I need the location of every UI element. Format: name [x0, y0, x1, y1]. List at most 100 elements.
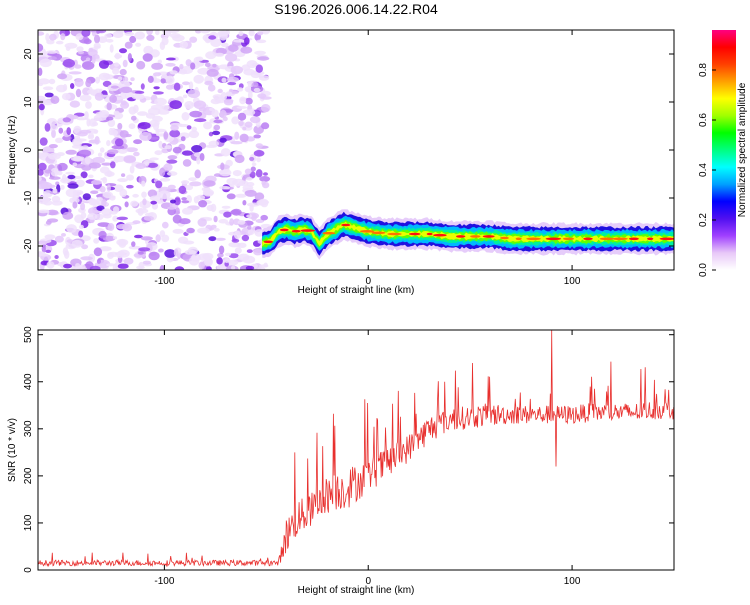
noise-blob	[76, 131, 88, 137]
noise-blob	[60, 184, 65, 190]
noise-blob	[114, 52, 121, 60]
noise-blob	[95, 76, 100, 84]
noise-blob	[228, 259, 239, 266]
noise-blob	[50, 167, 59, 177]
noise-blob	[231, 238, 240, 243]
noise-blob	[184, 101, 194, 109]
noise-blob	[182, 207, 193, 215]
noise-blob	[158, 190, 171, 200]
noise-blob	[140, 236, 153, 241]
noise-blob	[133, 139, 143, 145]
x-tick-label: -100	[154, 576, 174, 587]
noise-blob	[123, 155, 136, 163]
noise-blob	[148, 251, 160, 261]
noise-blob	[189, 110, 203, 118]
noise-blob	[198, 253, 211, 261]
signal-peak	[500, 236, 509, 240]
noise-blob	[218, 31, 228, 41]
noise-blob	[143, 215, 154, 221]
noise-blob	[195, 30, 202, 34]
noise-blob	[238, 31, 244, 37]
noise-blob	[101, 162, 113, 166]
noise-blob	[93, 238, 100, 244]
noise-blob	[188, 177, 197, 182]
noise-blob	[225, 91, 233, 97]
noise-blob	[170, 199, 176, 204]
signal-peak	[300, 229, 315, 232]
noise-blob	[38, 67, 43, 76]
noise-blob	[237, 253, 250, 261]
spectrogram-xlabel: Height of straight line (km)	[298, 285, 415, 296]
noise-blob	[123, 257, 134, 265]
noise-blob	[132, 220, 141, 225]
noise-blob	[138, 247, 151, 252]
noise-blob	[79, 94, 92, 102]
noise-blob	[230, 65, 243, 75]
noise-blob	[97, 222, 111, 228]
noise-blob	[133, 151, 140, 157]
noise-blob	[198, 107, 207, 112]
noise-blob	[242, 126, 247, 131]
noise-blob	[48, 176, 61, 180]
noise-blob	[107, 223, 115, 231]
noise-blob	[114, 62, 120, 67]
noise-blob	[91, 54, 96, 64]
colorbar-label: Normalized spectral amplitude	[737, 82, 748, 217]
noise-blob	[231, 116, 240, 125]
noise-blob	[182, 94, 188, 99]
noise-blob	[106, 102, 112, 111]
noise-blob	[174, 197, 181, 206]
signal-band	[262, 221, 674, 247]
noise-blob	[174, 266, 185, 270]
snr-panel: -100 0 100 0 100 200 300 400 500 Height of strai…	[7, 326, 675, 596]
noise-blob	[249, 116, 261, 124]
noise-blob	[212, 130, 221, 136]
noise-blob	[155, 30, 160, 36]
noise-blob	[65, 149, 77, 155]
noise-blob	[246, 249, 253, 254]
y-tick-label: 0	[23, 147, 34, 153]
signal-peak	[612, 237, 628, 241]
noise-blob	[63, 263, 72, 269]
noise-blob	[141, 191, 147, 198]
noise-blob	[111, 145, 125, 150]
noise-blob	[161, 105, 170, 111]
noise-blob	[215, 52, 225, 57]
noise-blob	[45, 33, 50, 42]
noise-blob	[119, 48, 127, 54]
x-tick-label: 0	[365, 576, 371, 587]
noise-blob	[237, 242, 247, 248]
signal-peak	[599, 237, 615, 241]
noise-blob	[119, 68, 127, 76]
noise-blob	[133, 104, 139, 114]
noise-blob	[78, 224, 84, 230]
noise-blob	[81, 30, 91, 37]
noise-blob	[253, 249, 263, 256]
noise-blob	[107, 119, 116, 127]
noise-blob	[218, 245, 225, 255]
noise-blob	[157, 109, 170, 115]
noise-blob	[66, 239, 74, 243]
noise-blob	[97, 36, 108, 43]
noise-blob	[246, 177, 253, 181]
noise-blob	[119, 130, 129, 138]
x-tick-label: 100	[564, 276, 581, 287]
x-tick-label: 100	[564, 576, 581, 587]
noise-blob	[47, 56, 58, 61]
noise-blob	[204, 80, 214, 86]
noise-blob	[208, 35, 217, 40]
noise-blob	[208, 236, 217, 242]
noise-blob	[254, 229, 264, 237]
noise-blob	[38, 31, 45, 36]
noise-blob	[110, 129, 119, 136]
figure-title: S196.2026.006.14.22.R04	[274, 1, 438, 17]
noise-blob	[76, 117, 87, 121]
noise-blob	[65, 243, 77, 250]
noise-blob	[161, 36, 169, 46]
noise-blob	[78, 149, 92, 157]
noise-blob	[57, 162, 68, 171]
noise-blob	[198, 261, 205, 270]
noise-blob	[93, 247, 103, 257]
noise-blob	[156, 200, 164, 204]
